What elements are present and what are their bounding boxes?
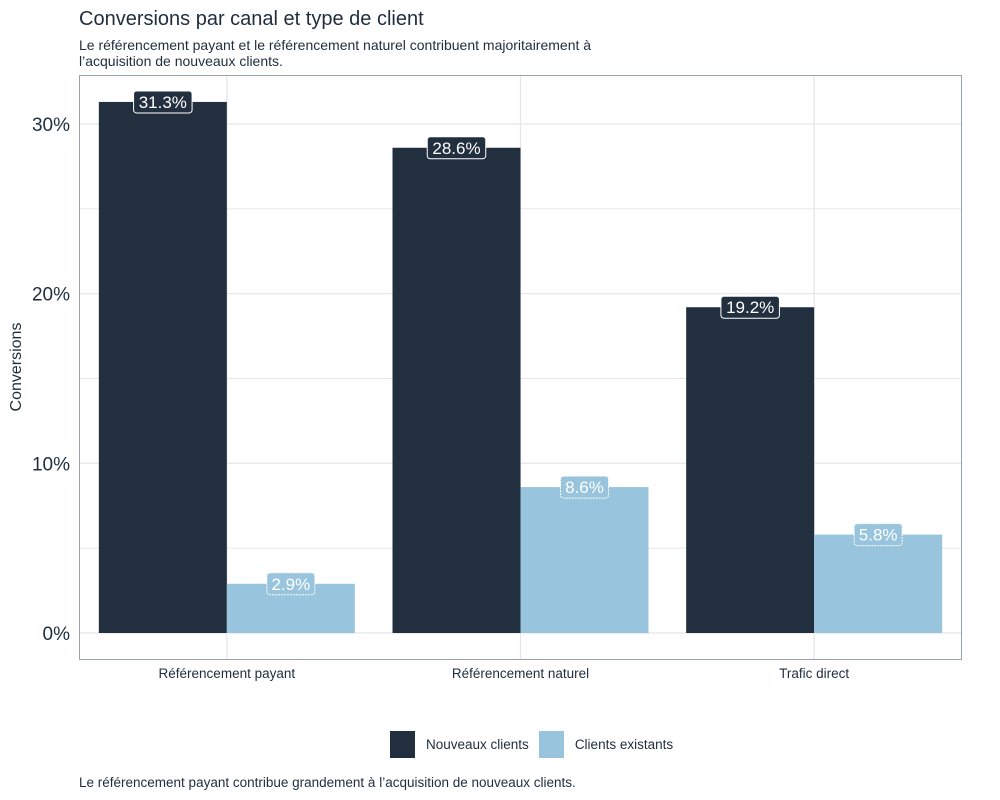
legend-label: Clients existants	[574, 737, 674, 752]
data-label-box	[560, 475, 609, 499]
data-label: 19.2%	[726, 298, 774, 317]
data-labels: 31.3% 28.6% 19.2% 2.9% 8.6% 5.8%	[133, 90, 903, 596]
legend: Nouveaux clients Clients existants	[390, 731, 683, 758]
chart-subtitle: Le référencement payant et le référencem…	[79, 37, 592, 69]
legend-label: Nouveaux clients	[426, 737, 529, 752]
data-label: 8.6%	[565, 478, 604, 497]
bar	[520, 487, 649, 633]
y-tick-label: 20%	[32, 285, 70, 306]
x-axis: Référencement payant Référencement nature…	[159, 666, 850, 681]
legend-swatch	[538, 731, 564, 758]
x-tick-label: Référencement payant	[159, 666, 296, 681]
data-label: 28.6%	[432, 139, 480, 158]
data-label: 31.3%	[139, 93, 187, 112]
data-label-box	[266, 572, 316, 596]
legend-item-nouveaux-clients: Nouveaux clients	[390, 731, 529, 758]
data-label-box	[426, 136, 487, 160]
chart-title: Conversions par canal et type de client	[79, 8, 424, 30]
data-label-box	[720, 295, 780, 319]
x-tick-label: Référencement naturel	[452, 666, 589, 681]
data-label: 5.8%	[859, 526, 898, 545]
bars	[98, 101, 943, 633]
y-tick-label: 10%	[32, 454, 70, 475]
y-axis: 0% 10% 20% 30%	[32, 115, 70, 645]
bar	[686, 307, 815, 633]
bar	[98, 101, 227, 633]
data-label-box	[853, 523, 903, 547]
data-label-box	[133, 90, 193, 114]
y-tick-label: 30%	[32, 115, 70, 136]
bar	[392, 147, 521, 633]
chart-caption: Le référencement payant contribue grande…	[79, 775, 576, 790]
bar	[814, 534, 943, 633]
y-axis-title: Conversions	[8, 323, 25, 412]
y-tick-label: 0%	[43, 624, 71, 645]
data-label: 2.9%	[271, 575, 310, 594]
x-tick-label: Trafic direct	[779, 666, 849, 681]
legend-swatch	[390, 731, 415, 758]
legend-item-clients-existants: Clients existants	[538, 731, 674, 758]
panel-border	[79, 75, 962, 660]
